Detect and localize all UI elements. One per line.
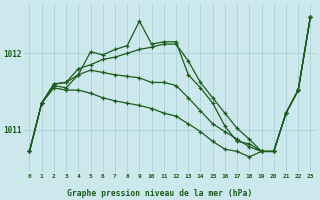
Text: Graphe pression niveau de la mer (hPa): Graphe pression niveau de la mer (hPa)	[68, 189, 252, 198]
